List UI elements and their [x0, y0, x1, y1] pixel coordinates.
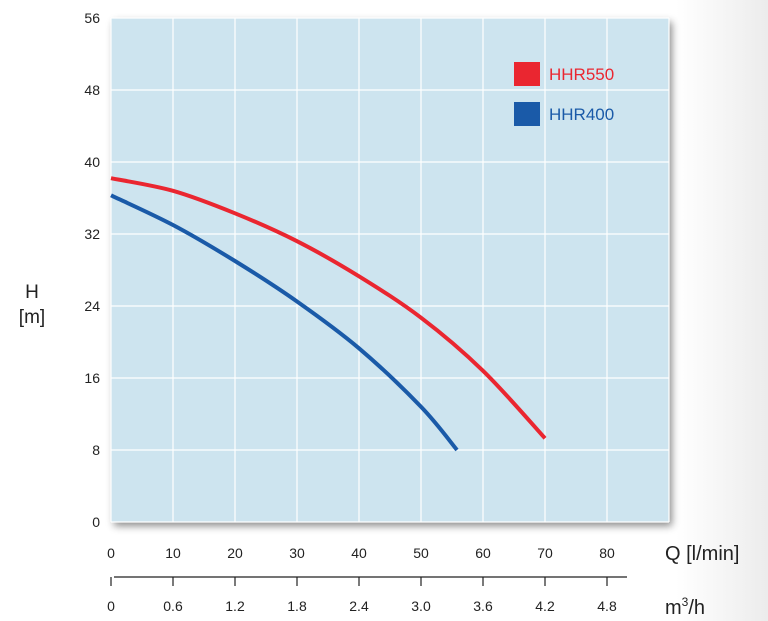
- y-axis-label-line2: [m]: [19, 307, 45, 328]
- y-tick-label-7: 56: [84, 10, 100, 26]
- y-tick-label-3: 24: [84, 298, 100, 314]
- y-tick-label-0: 0: [92, 514, 100, 530]
- x2-axis: 0 0.6 1.2 1.8 2.4 3.0 3.6 4.2 4.8: [107, 576, 627, 614]
- y-tick-label-2: 16: [84, 370, 100, 386]
- plot-area: [111, 18, 669, 522]
- x-tick-label-7: 70: [537, 545, 553, 561]
- x-tick-label-5: 50: [413, 545, 429, 561]
- legend-swatch-hhr400: [514, 102, 540, 126]
- grid-lines: [110, 17, 670, 523]
- series-line-hhr550: [110, 176, 547, 440]
- x-tick-label-0: 0: [107, 545, 115, 561]
- x-tick-label-8: 80: [599, 545, 615, 561]
- x-axis-label: Q [l/min]: [665, 543, 739, 565]
- y-axis-ticks: 0 8 16 24 32 40 48 56: [84, 10, 100, 530]
- x2-tick-label-3: 1.8: [287, 598, 307, 614]
- legend-label-hhr550: HHR550: [549, 65, 614, 84]
- x2-axis-label-sup: 3: [682, 595, 689, 609]
- x-axis-ticks: 0 10 20 30 40 50 60 70 80: [107, 545, 615, 561]
- y-tick-label-5: 40: [84, 154, 100, 170]
- x-tick-label-3: 30: [289, 545, 305, 561]
- x-tick-label-2: 20: [227, 545, 243, 561]
- x2-tick-label-0: 0: [107, 598, 115, 614]
- x2-tick-label-7: 4.2: [535, 598, 555, 614]
- y-tick-label-6: 48: [84, 82, 100, 98]
- legend: HHR550 HHR400: [514, 62, 614, 126]
- y-tick-label-4: 32: [84, 226, 100, 242]
- x2-tick-label-4: 2.4: [349, 598, 369, 614]
- series-lines: [110, 176, 547, 452]
- x2-tick-label-8: 4.8: [597, 598, 617, 614]
- legend-swatch-hhr550: [514, 62, 540, 86]
- y-axis-label-line1: H: [25, 282, 39, 303]
- x2-tick-label-6: 3.6: [473, 598, 493, 614]
- series-line-hhr400: [110, 193, 459, 452]
- legend-label-hhr400: HHR400: [549, 105, 614, 124]
- x2-tick-label-1: 0.6: [163, 598, 183, 614]
- x2-tick-label-2: 1.2: [225, 598, 245, 614]
- x-tick-label-4: 40: [351, 545, 367, 561]
- y-tick-label-1: 8: [92, 442, 100, 458]
- x2-axis-label: m3/h: [665, 595, 705, 619]
- x-tick-label-1: 10: [165, 545, 181, 561]
- x2-tick-label-5: 3.0: [411, 598, 431, 614]
- x2-axis-label-unit: /h: [688, 597, 705, 619]
- x-tick-label-6: 60: [475, 545, 491, 561]
